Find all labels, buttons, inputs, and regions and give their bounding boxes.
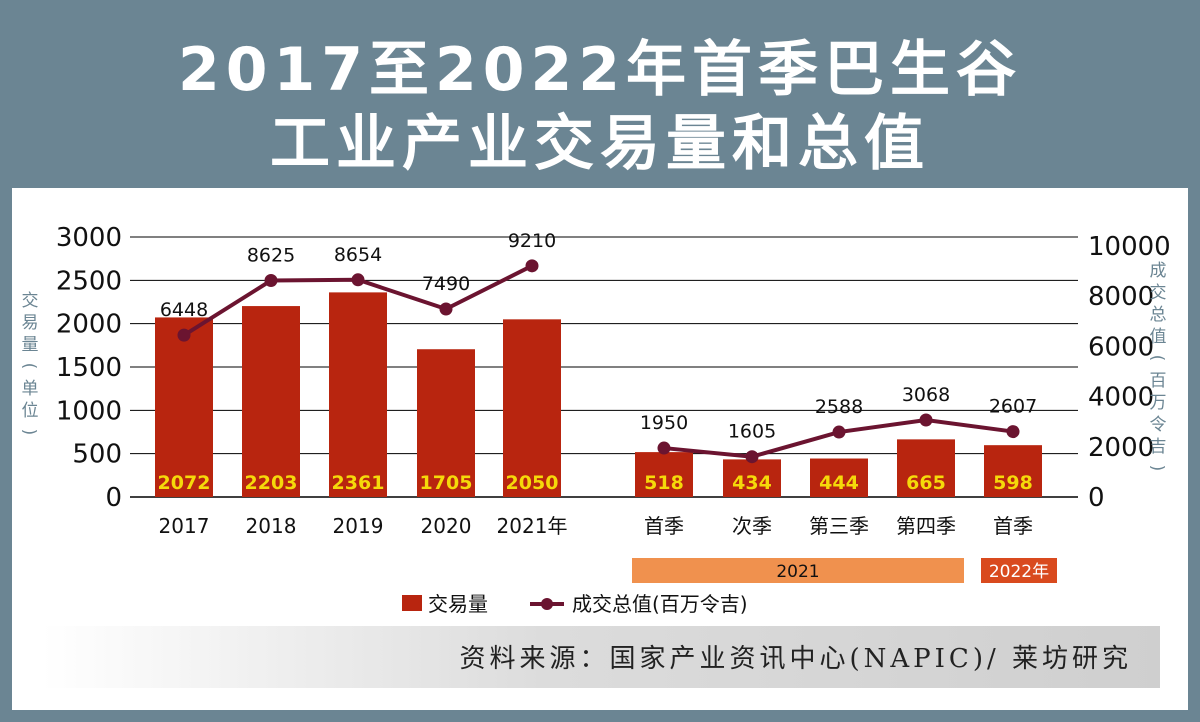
line-value-label: 8654: [334, 244, 382, 266]
bar-value-label: 2361: [332, 472, 385, 494]
y-right-tick-label: 10000: [1088, 232, 1171, 262]
y-right-tick-label: 4000: [1088, 383, 1154, 413]
source-bar: 资料来源：国家产业资讯中心(NAPIC)/ 莱坊研究: [42, 626, 1160, 688]
line-value-label: 1605: [728, 421, 776, 443]
x-tick-label: 第三季: [809, 514, 869, 538]
bar: [242, 306, 300, 497]
line-value-label: 3068: [902, 384, 950, 406]
bar: [329, 292, 387, 497]
line-point: [439, 302, 453, 316]
period-bar: [632, 558, 964, 583]
y-left-tick-label: 500: [72, 440, 122, 470]
line-point: [919, 413, 933, 427]
y-left-axis-label: (: [19, 363, 39, 370]
bar: [897, 439, 955, 497]
chart-title-line-1: 2017至2022年首季巴生谷: [178, 35, 1022, 105]
y-left-tick-label: 1000: [56, 396, 122, 426]
y-left-axis-label: 单: [22, 379, 39, 399]
bar: [984, 445, 1042, 497]
y-left-axis-label: 位: [22, 401, 39, 421]
y-right-axis-label: 令: [1150, 415, 1167, 435]
line-point: [525, 259, 539, 273]
source-text: 资料来源：国家产业资讯中心(NAPIC)/ 莱坊研究: [459, 644, 1132, 674]
line-point: [1006, 425, 1020, 439]
legend-label: 交易量: [428, 592, 488, 616]
bar-value-label: 518: [644, 472, 684, 494]
y-right-tick-label: 0: [1088, 483, 1105, 513]
line-point: [351, 273, 365, 287]
y-left-tick-label: 0: [105, 483, 122, 513]
bar: [155, 317, 213, 497]
y-right-axis-label: 吉: [1150, 437, 1167, 457]
bar-value-label: 1705: [420, 472, 473, 494]
bar-value-label: 434: [732, 472, 772, 494]
period-label: 2021: [776, 562, 819, 582]
bar-value-label: 2050: [506, 472, 559, 494]
combo-chart: 0 500 1000 1500 2000 2500 3000 0 2000 4000 6000 800…: [19, 223, 1171, 616]
y-right-tick-label: 6000: [1088, 332, 1154, 362]
line-point: [745, 450, 759, 464]
x-tick-label: 2020: [421, 514, 472, 538]
period-label: 2022年: [989, 562, 1049, 582]
line-value-label: 6448: [160, 299, 208, 321]
bar: [723, 459, 781, 497]
y-right-axis-label: (: [1147, 355, 1167, 362]
y-right-tick-label: 8000: [1088, 282, 1154, 312]
line-value-label: 7490: [422, 273, 470, 295]
x-tick-label: 2017: [159, 514, 210, 538]
y-right-axis-label: 交: [1150, 283, 1167, 303]
bar-value-label: 444: [819, 472, 859, 494]
line-point: [177, 328, 191, 342]
line-value-label: 8625: [247, 245, 295, 267]
legend-label: 成交总值(百万令吉): [572, 592, 748, 616]
bar-value-label: 598: [993, 472, 1033, 494]
title-block: 2017至2022年首季巴生谷 工业产业交易量和总值: [12, 12, 1188, 188]
line-value-label: 9210: [508, 230, 556, 252]
line-point: [264, 274, 278, 288]
bar: [503, 319, 561, 497]
x-tick-label: 首季: [644, 514, 684, 538]
y-right-axis-label: 成: [1150, 261, 1167, 281]
y-right-axis-label: 总: [1150, 305, 1167, 325]
y-right-axis-label: ): [1147, 465, 1167, 472]
bar: [417, 349, 475, 497]
line-value-label: 2607: [989, 396, 1037, 418]
x-tick-label: 2019: [333, 514, 384, 538]
line-point: [657, 441, 671, 455]
bar: [635, 452, 693, 497]
chart-panel: 0 500 1000 1500 2000 2500 3000 0 2000 4000 6000 800…: [12, 188, 1188, 710]
chart-title-line-2: 工业产业交易量和总值: [270, 109, 930, 179]
y-left-tick-label: 2500: [56, 266, 122, 296]
x-tick-label: 2018: [246, 514, 297, 538]
bar-value-label: 2072: [158, 472, 211, 494]
y-right-axis-label: 值: [1150, 327, 1167, 347]
x-tick-label: 2021年: [497, 514, 568, 538]
bar-value-label: 2203: [245, 472, 298, 494]
line-value-label: 2588: [815, 396, 863, 418]
legend-swatch-point: [541, 598, 553, 610]
line-value-label: 1950: [640, 412, 688, 434]
period-bar: [981, 558, 1057, 583]
y-right-axis-label: 百: [1150, 371, 1167, 391]
y-left-axis-label: 易: [22, 313, 39, 333]
x-tick-label: 次季: [732, 514, 772, 538]
y-left-axis-label: 交: [22, 291, 39, 311]
bar: [810, 458, 868, 497]
y-right-tick-label: 2000: [1088, 433, 1154, 463]
y-left-axis-label: 量: [22, 335, 39, 355]
y-left-axis-label: ): [19, 429, 39, 436]
bar-value-label: 665: [906, 472, 946, 494]
y-left-tick-label: 1500: [56, 353, 122, 383]
x-tick-label: 第四季: [896, 514, 956, 538]
legend-swatch-bar: [402, 595, 422, 611]
y-left-tick-label: 2000: [56, 310, 122, 340]
x-tick-label: 首季: [993, 514, 1033, 538]
y-left-tick-label: 3000: [56, 223, 122, 253]
y-right-axis-label: 万: [1150, 393, 1167, 413]
line-point: [832, 425, 846, 439]
